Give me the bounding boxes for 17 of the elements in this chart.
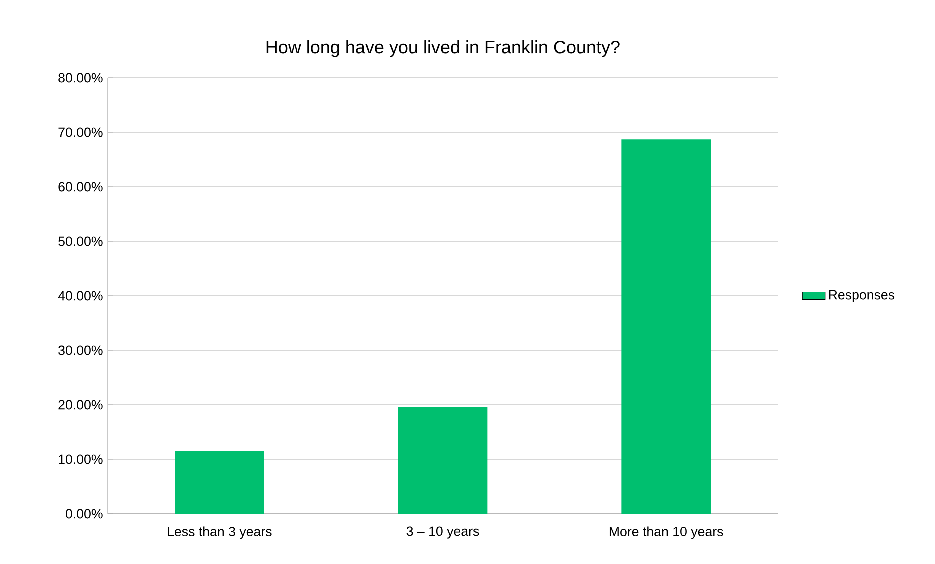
y-tick-label: 50.00%	[58, 236, 103, 246]
bar	[622, 140, 712, 514]
y-tick-label: 20.00%	[58, 400, 103, 410]
x-tick-label: More than 10 years	[610, 526, 724, 540]
y-tick-label: 40.00%	[58, 291, 103, 301]
x-tick-label: Less than 3 years	[168, 526, 272, 540]
bar	[398, 407, 488, 514]
y-tick-label: 80.00%	[58, 73, 103, 83]
y-tick-label: 60.00%	[58, 182, 103, 192]
y-tick-label: 10.00%	[59, 454, 103, 464]
chart-title: How long have you lived in Franklin County?	[266, 40, 620, 58]
y-tick-label: 30.00%	[58, 346, 103, 356]
y-tick-label: 0.00%	[66, 509, 103, 519]
y-tick-label: 70.00%	[58, 128, 103, 138]
bar	[175, 451, 264, 514]
legend-label: Responses	[829, 290, 895, 302]
x-tick-label: 3 – 10 years	[406, 526, 480, 539]
